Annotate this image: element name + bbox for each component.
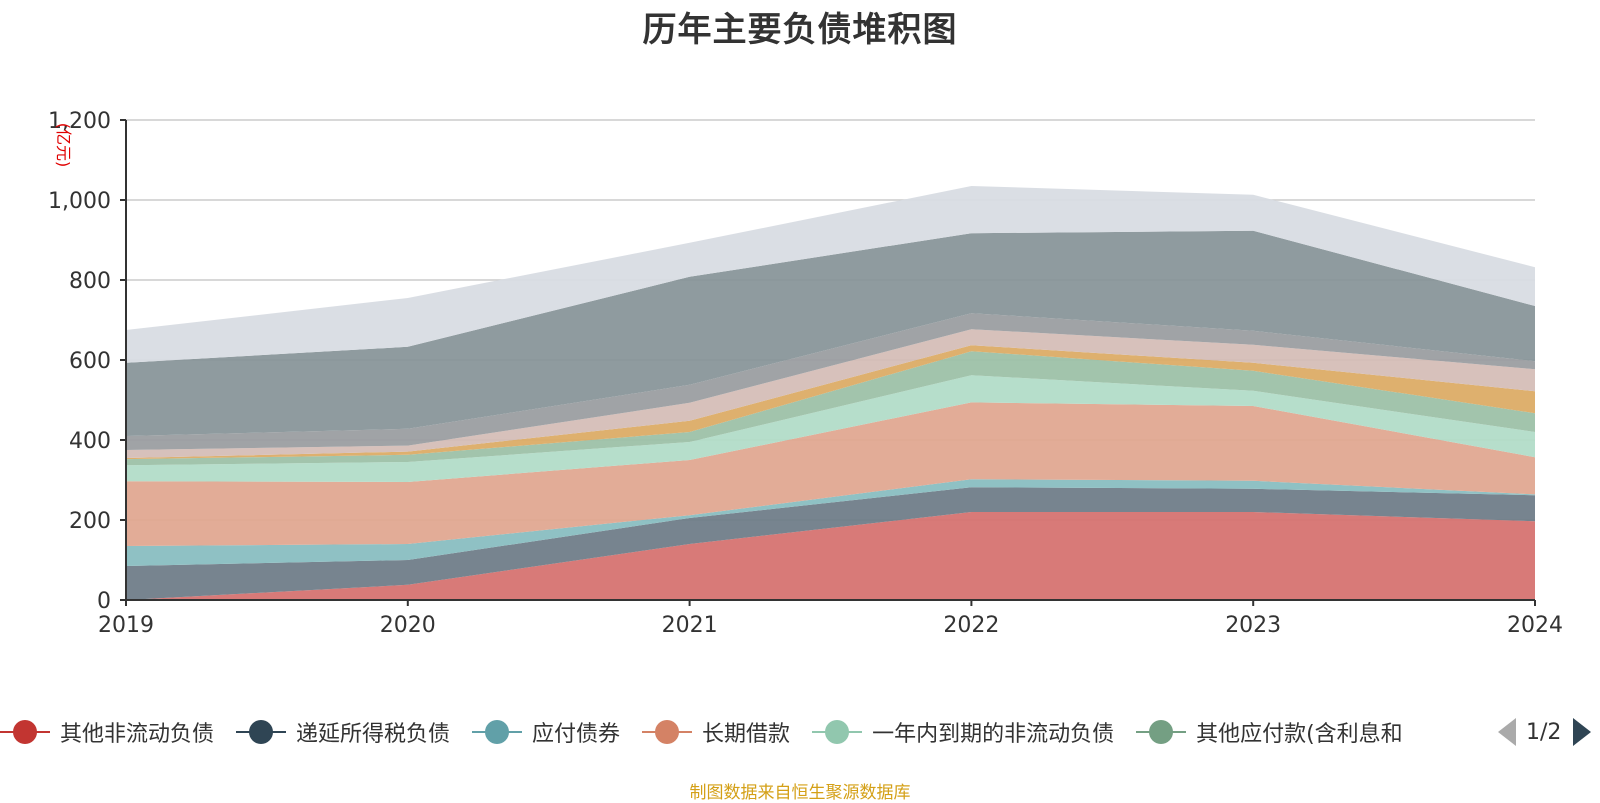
chart-title: 历年主要负债堆积图 xyxy=(642,10,958,50)
y-tick-label: 400 xyxy=(69,429,111,454)
area-series-9 xyxy=(126,230,1535,436)
legend-item[interactable]: 一年内到期的非流动负债 xyxy=(812,716,1114,748)
series-layer xyxy=(126,186,1535,600)
legend-marker-icon xyxy=(642,719,693,745)
x-tick-label: 2019 xyxy=(98,613,154,638)
x-tick-label: 2024 xyxy=(1507,613,1563,638)
area-series-3 xyxy=(126,402,1535,546)
area-series-1 xyxy=(126,487,1535,600)
legend-next-page-icon[interactable] xyxy=(1573,718,1592,746)
legend-page-indicator: 1/2 xyxy=(1526,719,1562,745)
legend-item[interactable]: 长期借款 xyxy=(642,716,790,748)
x-tick-label: 2021 xyxy=(662,613,718,638)
legend-item[interactable]: 应付债券 xyxy=(472,716,620,748)
axes: 0 200 400 600 800 1,000 1,200 2019 2020 2021 2022 2… xyxy=(48,109,1563,638)
legend-label: 一年内到期的非流动负债 xyxy=(872,722,1115,747)
legend-label: 其他非流动负债 xyxy=(60,722,215,747)
legend: 其他非流动负债 递延所得税负债 应付债券 长期借款 一年内到期的非流动负债 其他应付款(含… xyxy=(0,712,1600,752)
y-tick-label: 1,000 xyxy=(48,189,111,214)
x-tick-label: 2022 xyxy=(943,613,999,638)
area-series-4 xyxy=(126,375,1535,482)
x-tick-label: 2023 xyxy=(1225,613,1281,638)
x-tick-label: 2020 xyxy=(380,613,436,638)
legend-item[interactable]: 其他非流动负债 xyxy=(0,716,214,748)
legend-label: 其他应付款(含利息和 xyxy=(1196,722,1403,747)
legend-label: 长期借款 xyxy=(702,722,791,747)
y-tick-label: 1,200 xyxy=(48,109,111,134)
area-series-2 xyxy=(126,479,1535,566)
legend-label: 递延所得税负债 xyxy=(296,722,451,747)
legend-item[interactable]: 其他应付款(含利息和 xyxy=(1136,716,1403,748)
y-axis-unit-label: (亿元) xyxy=(54,123,73,168)
y-tick-label: 600 xyxy=(69,349,111,374)
legend-item[interactable]: 递延所得税负债 xyxy=(236,716,450,748)
legend-prev-page-icon[interactable] xyxy=(1498,718,1516,746)
y-tick-label: 200 xyxy=(69,509,111,534)
legend-marker-icon xyxy=(0,719,50,745)
chart-area: 0 200 400 600 800 1,000 1,200 2019 2020 2021 2022 2… xyxy=(48,109,1563,638)
area-series-0 xyxy=(126,512,1535,600)
y-tick-label: 0 xyxy=(97,589,111,614)
legend-pager: 1/2 xyxy=(1498,712,1600,752)
area-series-5 xyxy=(126,351,1535,466)
legend-marker-icon xyxy=(472,719,523,745)
legend-marker-icon xyxy=(236,719,287,745)
area-series-8 xyxy=(126,313,1535,450)
legend-label: 应付债券 xyxy=(532,722,621,747)
area-series-10 xyxy=(126,186,1535,363)
y-tick-label: 800 xyxy=(69,269,111,294)
legend-marker-icon xyxy=(812,719,863,745)
source-note: 制图数据来自恒生聚源数据库 xyxy=(689,783,911,803)
legend-marker-icon xyxy=(1136,719,1187,745)
